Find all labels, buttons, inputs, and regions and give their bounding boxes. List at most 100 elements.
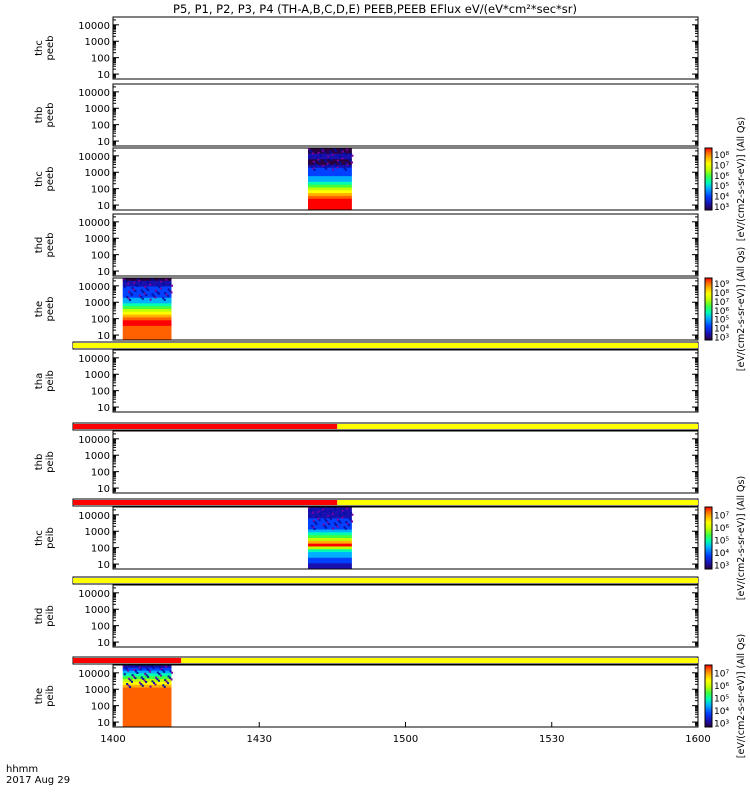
spectrogram-speck xyxy=(167,675,170,678)
spectrogram-speck xyxy=(340,508,343,511)
spectrogram-speck xyxy=(134,670,137,673)
panel-label: thcpeib xyxy=(34,527,56,549)
spectrogram-speck xyxy=(156,671,159,674)
spectrogram-cell xyxy=(308,204,352,208)
spectrogram-speck xyxy=(314,521,317,524)
spectrogram-speck xyxy=(167,295,170,298)
spectrogram-speck xyxy=(161,669,164,672)
colorbar-tick-label: 10³ xyxy=(714,561,729,571)
spectrogram-cell xyxy=(308,198,352,203)
spectrogram-cell xyxy=(308,159,352,163)
spectrogram-speck xyxy=(328,516,331,519)
spectrogram-speck xyxy=(327,514,330,517)
spectrogram-speck xyxy=(328,157,331,160)
spectrogram-speck xyxy=(147,669,150,672)
spectrogram-cell xyxy=(122,718,172,722)
spectrogram-cell xyxy=(308,207,352,211)
spectrogram-cell xyxy=(122,331,172,335)
spectrogram-speck xyxy=(128,677,131,680)
spectrogram-speck xyxy=(310,510,313,513)
spectrogram-speck xyxy=(160,280,163,283)
spectrogram-cell xyxy=(308,201,352,205)
spectrogram-cell xyxy=(308,566,352,570)
spectrogram-speck xyxy=(335,523,338,526)
spectrogram-cell xyxy=(308,176,352,180)
panel-product-label: peib xyxy=(45,685,56,707)
spectrogram-speck xyxy=(142,291,145,294)
spectrogram-speck xyxy=(309,149,312,152)
spectrogram-cell xyxy=(122,317,172,321)
spectrogram-speck xyxy=(311,166,314,169)
panel-product-label: peeb xyxy=(45,297,56,322)
chart-title: P5, P1, P2, P3, P4 (TH-A,B,C,D,E) PEEB,P… xyxy=(173,2,577,16)
spectrogram-cell xyxy=(308,173,352,177)
spectrogram-speck xyxy=(170,291,173,294)
panel-probe-label: the xyxy=(34,301,45,317)
spectrogram-cell xyxy=(308,179,352,183)
spectrogram-speck xyxy=(164,292,167,295)
date-label: 2017 Aug 29 xyxy=(6,775,70,786)
y-tick-label: 10000 xyxy=(78,669,110,680)
colorbar-tick-label: 10⁵ xyxy=(714,182,729,192)
spectrogram-cell xyxy=(122,278,172,282)
spectrogram-cell xyxy=(308,563,352,567)
spectrogram-speck xyxy=(308,515,311,518)
panel-thb-peeb: 10 100 1000 10000 thbpeeb xyxy=(34,83,699,148)
spectrogram-speck xyxy=(327,155,330,158)
spectrogram-speck xyxy=(349,159,352,162)
time-axis: 1400 1430 1500 1530 1600 xyxy=(100,722,711,745)
spectrogram-speck xyxy=(151,278,154,281)
y-tick-label: 100 xyxy=(91,54,110,65)
colorbar-scale xyxy=(704,277,713,341)
spectrogram-speck xyxy=(322,523,325,526)
panel-probe-label: thc xyxy=(34,40,45,56)
spectrogram-cell xyxy=(122,309,172,313)
spectrogram-speck xyxy=(334,508,337,511)
spectrogram-cell xyxy=(122,710,172,714)
y-tick-label: 10 xyxy=(97,718,110,729)
colorbar: 10³ 10⁴ 10⁵ 10⁶ 10⁷ [eV/(cm2-s-sr-eV)] (All Q… xyxy=(704,476,747,600)
spectrogram-speck xyxy=(329,150,332,153)
y-tick-label: 10 xyxy=(97,137,110,148)
spectrogram-cell xyxy=(122,306,172,310)
spectrogram-speck xyxy=(310,151,313,154)
spectrogram-speck xyxy=(169,670,172,673)
spectrogram-cell xyxy=(122,707,172,711)
spectrogram-speck xyxy=(334,149,337,152)
panel-the-peeb: 10 100 1000 10000 thepeeb xyxy=(34,277,699,342)
spectrogram-cell xyxy=(122,328,172,333)
y-tick-label: 10000 xyxy=(78,435,110,446)
spectrogram-speck xyxy=(318,153,321,156)
panel-thb-peib: 10 100 1000 10000 thbpeib xyxy=(34,422,699,495)
spectrogram-speck xyxy=(335,164,338,167)
spectrogram-speck xyxy=(138,681,141,684)
spectrogram-speck xyxy=(147,288,150,291)
y-tick-label: 10 xyxy=(97,331,110,342)
spectrogram-speck xyxy=(141,684,144,687)
spectrogram-speck xyxy=(323,166,326,169)
colorbar-tick-label: 10⁶ xyxy=(714,682,729,692)
spectrogram-cell xyxy=(122,693,172,697)
spectrogram-block xyxy=(122,665,174,728)
panel-product-label: peeb xyxy=(45,167,56,192)
spectrogram-speck xyxy=(149,685,152,688)
spectrogram-speck xyxy=(144,285,147,288)
spectrogram-speck xyxy=(317,151,320,154)
spectrogram-speck xyxy=(336,525,339,528)
spectrogram-speck xyxy=(315,157,318,160)
spectrogram-speck xyxy=(126,296,129,299)
spectrogram-cell xyxy=(308,181,352,186)
panel-product-label: peeb xyxy=(45,103,56,128)
panel-label: thbpeeb xyxy=(34,103,56,128)
spectrogram-speck xyxy=(347,524,350,527)
spectrogram-speck xyxy=(169,283,172,286)
panel-probe-label: thb xyxy=(34,454,45,471)
spectrogram-cell xyxy=(122,320,172,324)
spectrogram-speck xyxy=(345,521,348,524)
y-tick-label: 10000 xyxy=(78,88,110,99)
panel-label: thdpeeb xyxy=(34,233,56,258)
spectrogram-speck xyxy=(346,507,349,510)
spectrogram-speck xyxy=(351,513,354,516)
spectrogram-speck xyxy=(151,665,154,668)
colorbar-tick-label: 10⁴ xyxy=(714,193,729,203)
